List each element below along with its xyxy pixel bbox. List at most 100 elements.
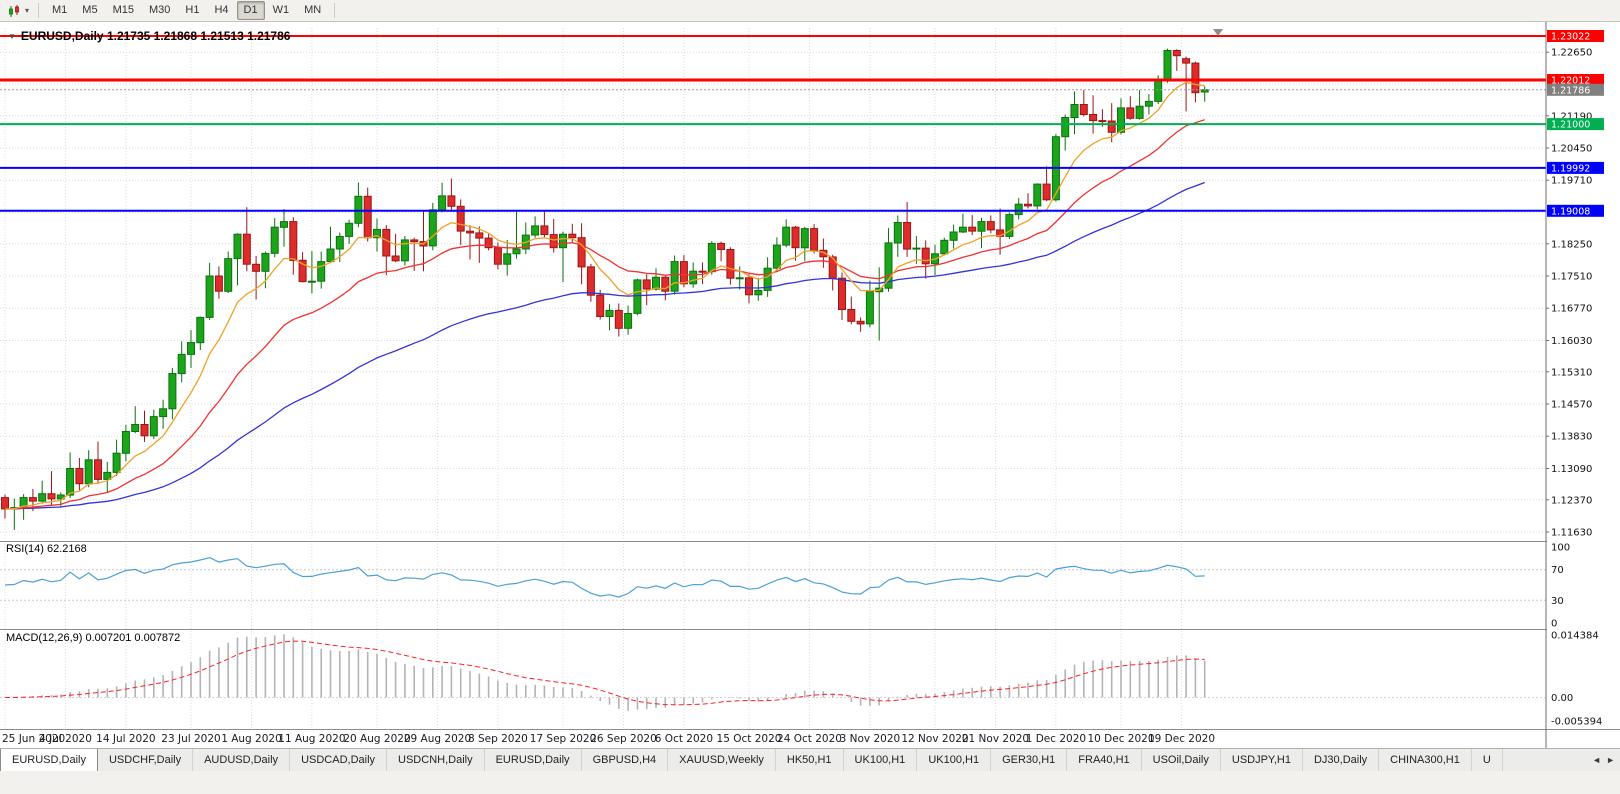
timeframe-button-w1[interactable]: W1 (272, 4, 290, 16)
chart-tab-eurusd-daily[interactable]: EURUSD,Daily (0, 749, 98, 771)
candle (252, 256, 261, 300)
candle-body (512, 248, 521, 255)
candle (800, 226, 809, 261)
candle-body (75, 468, 84, 485)
y-axis-label: 1.18250 (1551, 239, 1592, 250)
price-label-box (1547, 74, 1604, 86)
macd-axis-label: -0.005394 (1551, 717, 1602, 728)
candle-body (177, 353, 186, 375)
y-axis-label: 1.16030 (1551, 336, 1592, 347)
candle-body (289, 221, 298, 261)
chart-window: 1.22650 1.21190 1.20450 1.19710 1.18250 1.175… (0, 22, 1620, 748)
candle (1014, 198, 1023, 220)
candle-body (698, 270, 707, 273)
price-chart[interactable]: 1.22650 1.21190 1.20450 1.19710 1.18250 1.175… (0, 22, 1620, 748)
timeframe-button-m1[interactable]: M1 (52, 4, 68, 16)
chart-tab-dj30-daily[interactable]: DJ30,Daily (1302, 749, 1380, 771)
candle (1033, 183, 1042, 210)
candle-body (689, 270, 698, 285)
timeframe-button-d1[interactable]: D1 (236, 1, 265, 20)
candlestick-chart-icon[interactable] (4, 2, 24, 19)
macd-pane (5, 634, 1206, 711)
chart-tab-u[interactable]: U (1471, 749, 1503, 771)
chart-tab-usdjpy-h1[interactable]: USDJPY,H1 (1220, 749, 1303, 771)
chart-tab-china300-h1[interactable]: CHINA300,H1 (1379, 749, 1472, 771)
candle-body (540, 225, 549, 236)
candle (307, 251, 316, 294)
timeframe-button-h4[interactable]: H4 (214, 4, 229, 16)
candle (652, 268, 660, 291)
chart-tab-xauusd-weekly[interactable]: XAUUSD,Weekly (668, 749, 776, 771)
candle-body (1191, 62, 1200, 94)
candle-body (670, 261, 679, 292)
price-label-1.21786: 1.21786 (1547, 83, 1604, 96)
chart-tab-usdcad-daily[interactable]: USDCAD,Daily (290, 749, 388, 771)
y-axis-label: 1.13830 (1551, 432, 1592, 443)
candle-body (717, 242, 726, 250)
price-label-text: 1.19992 (1551, 163, 1590, 174)
chart-tab-uk100-h1[interactable]: UK100,H1 (917, 749, 992, 771)
candle (1079, 90, 1088, 117)
candle (1117, 98, 1125, 135)
candle-body (1172, 50, 1181, 57)
candle-body (252, 263, 261, 272)
candle-body (270, 226, 279, 254)
candle-body (493, 247, 502, 265)
x-axis-label: 10 Dec 2020 (1087, 733, 1154, 745)
candle-body (1079, 104, 1088, 115)
candle-body (1126, 107, 1135, 119)
x-axis-label: 15 Oct 2020 (717, 733, 782, 745)
candle-body (1182, 58, 1191, 64)
candle-body (1117, 107, 1125, 133)
timeframe-button-m30[interactable]: M30 (148, 4, 171, 16)
timeframe-button-m5[interactable]: M5 (82, 4, 98, 16)
candle (717, 241, 726, 262)
y-axis-label: 1.17510 (1551, 272, 1592, 283)
timeframe-button-m15[interactable]: M15 (112, 4, 134, 16)
timeframe-button-mn[interactable]: MN (304, 4, 322, 16)
chart-tab-uk100-h1[interactable]: UK100,H1 (843, 749, 918, 771)
candle (568, 223, 577, 243)
candle-body (484, 237, 493, 249)
candle (466, 225, 474, 260)
chart-tab-ger30-h1[interactable]: GER30,H1 (991, 749, 1068, 771)
chart-tab-audusd-daily[interactable]: AUDUSD,Daily (193, 749, 291, 771)
candle-body (410, 239, 419, 243)
y-axis-label: 1.21190 (1551, 111, 1592, 122)
candle (1135, 90, 1144, 120)
candle-body (782, 226, 791, 246)
candle (382, 225, 391, 276)
tab-scroll-left-button[interactable]: ◄ (1592, 755, 1602, 765)
chart-tab-hk50-h1[interactable]: HK50,H1 (775, 749, 844, 771)
rsi-axis-label: 100 (1551, 542, 1570, 553)
candle-body (707, 242, 716, 273)
candle (438, 182, 447, 213)
candle-body (38, 493, 47, 502)
chart-tab-usdchf-daily[interactable]: USDCHF,Daily (97, 749, 194, 771)
candle-body (865, 291, 874, 325)
chart-tab-usoil-daily[interactable]: USOil,Daily (1141, 749, 1221, 771)
chart-tab-usdcnh-daily[interactable]: USDCNH,Daily (387, 749, 485, 771)
candle (326, 226, 335, 263)
candle (298, 252, 307, 283)
price-label-box (1547, 204, 1604, 217)
candle-body (196, 316, 205, 344)
candle-body (307, 280, 316, 283)
candle-body (745, 277, 753, 296)
tab-scroll-arrows: ◄ ► (1587, 749, 1620, 771)
candle-body (940, 239, 949, 255)
price-axis[interactable]: 1.22650 1.21190 1.20450 1.19710 1.18250 1.175… (1546, 48, 1602, 728)
chart-tab-fra40-h1[interactable]: FRA40,H1 (1067, 749, 1142, 771)
chart-tab-eurusd-daily[interactable]: EURUSD,Daily (484, 749, 582, 771)
candle (521, 222, 530, 255)
y-axis-label: 1.12370 (1551, 495, 1592, 506)
chart-tab-gbpusd-h4[interactable]: GBPUSD,H4 (581, 749, 669, 771)
tab-scroll-right-button[interactable]: ► (1606, 755, 1615, 765)
candle (168, 367, 177, 420)
dropdown-caret-icon[interactable]: ▾ (25, 6, 30, 15)
chart-shift-marker-icon[interactable] (1213, 29, 1223, 36)
candle (75, 458, 84, 491)
candle-body (986, 221, 995, 231)
timeframe-button-h1[interactable]: H1 (185, 4, 200, 16)
